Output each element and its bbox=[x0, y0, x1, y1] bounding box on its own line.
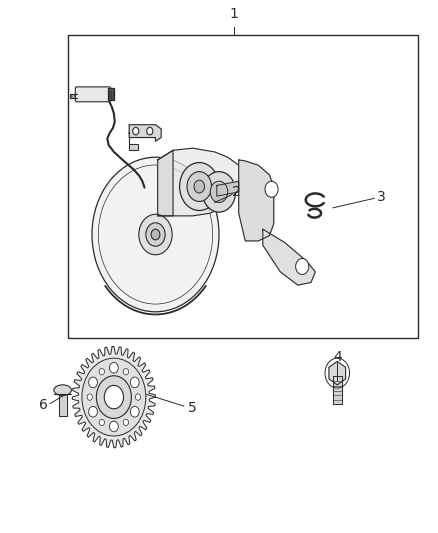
Circle shape bbox=[88, 377, 97, 388]
Circle shape bbox=[210, 181, 228, 203]
Circle shape bbox=[124, 419, 129, 426]
Circle shape bbox=[202, 172, 236, 212]
Ellipse shape bbox=[54, 385, 71, 395]
Circle shape bbox=[146, 223, 165, 246]
Circle shape bbox=[131, 377, 139, 388]
Bar bbox=[68, 35, 418, 338]
Text: 6: 6 bbox=[39, 398, 48, 412]
Circle shape bbox=[139, 214, 172, 255]
Circle shape bbox=[124, 368, 129, 375]
Circle shape bbox=[180, 163, 219, 211]
Polygon shape bbox=[239, 160, 274, 241]
Polygon shape bbox=[333, 376, 342, 404]
Circle shape bbox=[92, 157, 219, 312]
Polygon shape bbox=[129, 125, 161, 141]
Circle shape bbox=[151, 229, 160, 240]
Circle shape bbox=[296, 259, 309, 274]
Circle shape bbox=[96, 376, 131, 418]
Text: 2: 2 bbox=[232, 185, 241, 199]
Polygon shape bbox=[59, 394, 67, 416]
Text: 3: 3 bbox=[377, 190, 385, 204]
Text: 4: 4 bbox=[333, 350, 342, 364]
Polygon shape bbox=[158, 148, 243, 216]
FancyBboxPatch shape bbox=[75, 87, 111, 102]
Circle shape bbox=[82, 358, 146, 436]
Polygon shape bbox=[217, 181, 239, 196]
Circle shape bbox=[99, 368, 105, 375]
Circle shape bbox=[265, 181, 278, 197]
Text: 5: 5 bbox=[188, 401, 197, 415]
Polygon shape bbox=[108, 88, 114, 100]
Circle shape bbox=[88, 406, 97, 417]
Polygon shape bbox=[158, 150, 173, 216]
Circle shape bbox=[131, 406, 139, 417]
Circle shape bbox=[87, 394, 92, 400]
Circle shape bbox=[104, 385, 124, 409]
Circle shape bbox=[99, 419, 104, 426]
Circle shape bbox=[133, 127, 139, 135]
Polygon shape bbox=[129, 138, 138, 150]
Text: 1: 1 bbox=[230, 7, 239, 21]
Circle shape bbox=[110, 421, 118, 432]
Polygon shape bbox=[263, 229, 315, 285]
Polygon shape bbox=[72, 346, 155, 448]
Circle shape bbox=[110, 362, 118, 373]
Circle shape bbox=[187, 172, 212, 201]
Polygon shape bbox=[329, 361, 346, 385]
Circle shape bbox=[194, 180, 205, 193]
Circle shape bbox=[147, 127, 153, 135]
Circle shape bbox=[135, 394, 141, 400]
